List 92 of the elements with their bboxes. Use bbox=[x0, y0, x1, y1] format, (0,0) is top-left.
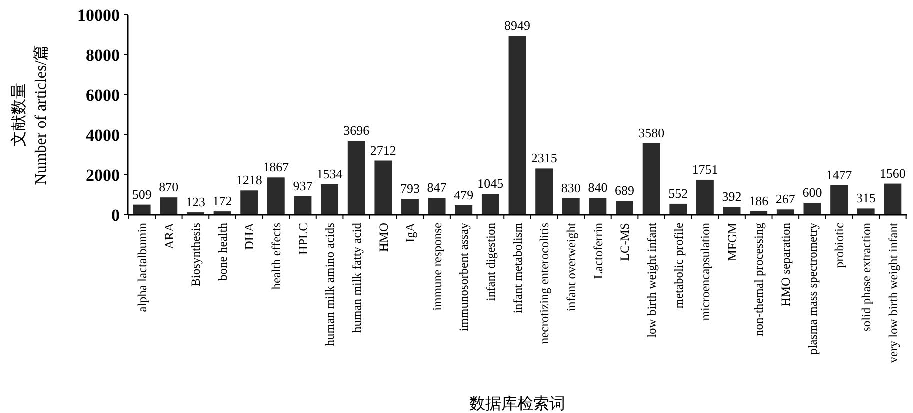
data-label: 689 bbox=[615, 183, 635, 198]
y-tick-label: 2000 bbox=[86, 166, 120, 185]
bar bbox=[294, 196, 312, 215]
x-tick-label: non-themal processing bbox=[752, 222, 766, 337]
x-tick-label: immune response bbox=[430, 222, 444, 311]
x-tick-label: DHA bbox=[242, 223, 257, 250]
bar bbox=[776, 210, 794, 215]
bar bbox=[857, 208, 875, 215]
bar bbox=[160, 198, 178, 215]
data-label: 3580 bbox=[638, 125, 665, 140]
x-tick-label: microencapsulation bbox=[698, 222, 713, 321]
data-label: 479 bbox=[454, 187, 474, 202]
bar bbox=[482, 194, 500, 215]
bar bbox=[374, 160, 392, 215]
y-axis-title: 文献数量 Number of articles/篇 bbox=[10, 44, 50, 186]
bar bbox=[696, 180, 714, 215]
y-tick-label: 10000 bbox=[78, 6, 120, 25]
x-tick-label: low birth weight infant bbox=[644, 222, 659, 338]
data-label: 1477 bbox=[826, 167, 853, 182]
x-tick-label: solid phase extraction bbox=[859, 222, 874, 332]
y-tick-label: 6000 bbox=[86, 86, 120, 105]
data-label: 267 bbox=[776, 192, 796, 207]
data-label: 1534 bbox=[316, 166, 344, 182]
data-label: 1560 bbox=[880, 166, 906, 181]
data-label: 1867 bbox=[263, 160, 290, 175]
y-tick-label: 4000 bbox=[86, 126, 120, 145]
x-tick-label: infant digestion bbox=[484, 222, 498, 302]
bar bbox=[321, 184, 339, 215]
bar bbox=[804, 203, 822, 215]
bar bbox=[348, 141, 366, 215]
data-label: 172 bbox=[212, 194, 232, 209]
data-label: 552 bbox=[668, 186, 688, 201]
x-tick-label: ARA bbox=[162, 223, 176, 250]
x-tick-label: infant overweight bbox=[564, 222, 579, 312]
data-label: 2712 bbox=[370, 142, 396, 158]
x-tick-label: MFGM bbox=[725, 223, 740, 262]
x-tick-label: health effects bbox=[270, 222, 284, 290]
bar bbox=[616, 201, 634, 215]
y-tick-label: 8000 bbox=[86, 46, 120, 65]
x-tick-label: IgA bbox=[404, 223, 418, 242]
data-label: 793 bbox=[400, 181, 420, 196]
bar bbox=[670, 204, 688, 215]
data-label: 1218 bbox=[236, 172, 262, 188]
y-tick-label: 0 bbox=[112, 206, 120, 225]
bar bbox=[428, 198, 446, 215]
x-tick-label: HMO bbox=[376, 223, 391, 252]
x-tick-label: necrotizing enterocolitis bbox=[538, 222, 552, 344]
data-label: 8949 bbox=[504, 18, 530, 34]
bar bbox=[723, 207, 741, 215]
x-tick-label: Biosynthesis bbox=[189, 222, 204, 287]
data-label: 315 bbox=[856, 190, 876, 206]
x-tick-label: HPLC bbox=[296, 223, 310, 255]
data-label: 123 bbox=[186, 194, 206, 210]
x-tick-label: immunosorbent assay bbox=[457, 222, 472, 332]
x-tick-label: metabolic profile bbox=[672, 222, 686, 309]
x-tick-label: HMO separation bbox=[779, 222, 794, 307]
bar bbox=[536, 168, 554, 215]
data-label: 392 bbox=[722, 189, 742, 204]
x-tick-label: Lactoferrin bbox=[591, 222, 606, 280]
x-tick-label: very low birth weight infant bbox=[886, 222, 900, 364]
data-label: 847 bbox=[427, 180, 448, 196]
bar bbox=[508, 36, 526, 215]
bar bbox=[133, 204, 151, 215]
x-tick-label: probiotic bbox=[832, 222, 847, 268]
bar bbox=[830, 185, 848, 215]
x-tick-label: alpha lactalbumin bbox=[135, 222, 150, 312]
x-tick-label: infant metabolism bbox=[510, 222, 525, 314]
bar bbox=[240, 190, 258, 215]
data-label: 830 bbox=[561, 180, 581, 196]
data-label: 600 bbox=[802, 185, 822, 200]
x-tick-label: human milk amino acids bbox=[323, 222, 338, 346]
data-label: 1751 bbox=[692, 162, 718, 177]
data-label: 840 bbox=[588, 180, 608, 196]
x-tick-label: plasma mass spectrometry bbox=[806, 222, 820, 355]
bar bbox=[884, 184, 902, 215]
data-label: 870 bbox=[159, 180, 179, 195]
x-tick-label: bone health bbox=[216, 222, 230, 281]
bar bbox=[642, 143, 660, 215]
x-tick-label: human milk fatty acid bbox=[350, 222, 364, 334]
data-label: 1045 bbox=[478, 176, 504, 192]
bar bbox=[455, 205, 473, 215]
bar bbox=[562, 198, 580, 215]
data-label: 3696 bbox=[344, 123, 370, 138]
x-axis-title: 数据库检索词 bbox=[470, 395, 566, 413]
x-tick-label: LC-MS bbox=[618, 222, 632, 262]
data-label: 186 bbox=[749, 193, 770, 208]
data-label: 2315 bbox=[531, 150, 558, 166]
bar bbox=[267, 178, 285, 215]
data-label: 937 bbox=[293, 178, 314, 194]
data-label: 509 bbox=[132, 186, 152, 202]
bar bbox=[589, 198, 607, 215]
bar bbox=[402, 199, 419, 215]
